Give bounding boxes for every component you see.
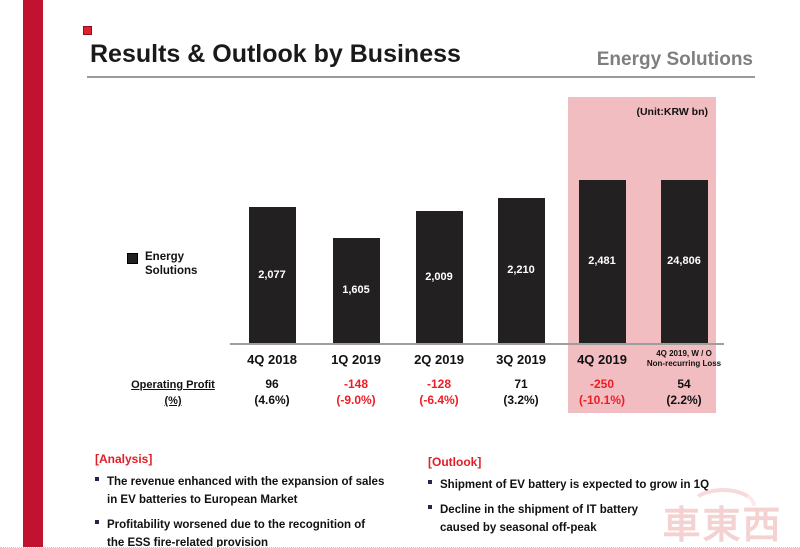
section-label: Energy Solutions (596, 49, 753, 70)
legend-label: Energy Solutions (145, 251, 198, 277)
x-axis-category-label: 4Q 2019 (577, 352, 627, 367)
chart-bar (248, 207, 296, 344)
operating-profit-value: 71 (514, 377, 528, 391)
outlook-bullet-1-text: Shipment of EV battery is expected to gr… (440, 479, 710, 491)
bar-value-label: 1,605 (342, 284, 370, 296)
operating-profit-percent: (-9.0%) (336, 393, 376, 407)
bar-value-label: 2,481 (588, 255, 616, 267)
analysis-bullet-1-text: The revenue enhanced with the expansion … (107, 476, 385, 506)
operating-profit-label-line1: Operating Profit (131, 379, 215, 391)
chart-bar (578, 180, 626, 344)
outlook-bullet-2: Decline in the shipment of IT battery ca… (428, 501, 758, 537)
operating-profit-percent: (2.2%) (666, 393, 702, 407)
analysis-bullet-2: Profitability worsened due to the recogn… (95, 516, 415, 548)
outlook-heading: [Outlook] (428, 455, 482, 469)
bar-value-label: 24,806 (667, 255, 701, 267)
operating-profit-percent: (-10.1%) (578, 393, 626, 407)
analysis-bullet-2-text: Profitability worsened due to the recogn… (107, 519, 366, 548)
operating-profit-percent: (-6.4%) (419, 393, 459, 407)
operating-profit-value: -148 (343, 377, 369, 391)
chart-bar (415, 211, 463, 344)
x-axis-category-label: 3Q 2019 (496, 352, 546, 367)
chart-bar (660, 180, 708, 344)
operating-profit-value: -128 (426, 377, 452, 391)
unit-label: (Unit:KRW bn) (636, 106, 708, 118)
x-axis-category-label: 1Q 2019 (331, 352, 381, 367)
outlook-section: [Outlook] Shipment of EV battery is expe… (428, 455, 758, 537)
bullet-square-icon (95, 477, 99, 481)
operating-profit-value: -250 (589, 377, 615, 391)
title-bullet-icon (83, 26, 92, 35)
chart-bar (332, 238, 380, 344)
outlook-bullet-1: Shipment of EV battery is expected to gr… (428, 476, 758, 494)
bullet-square-icon (428, 505, 432, 509)
analysis-section: [Analysis] The revenue enhanced with the… (95, 452, 415, 548)
operating-profit-value: 54 (677, 377, 691, 391)
bar-value-label: 2,077 (258, 268, 286, 281)
analysis-bullet-1: The revenue enhanced with the expansion … (95, 473, 415, 509)
operating-profit-label: Operating Profit (%) (113, 377, 233, 409)
page-title: Results & Outlook by Business (90, 40, 461, 68)
header-divider (87, 76, 755, 78)
analysis-heading: [Analysis] (95, 452, 153, 466)
x-axis-category-label: 4Q 2019, W / O Non-recurring Loss (646, 349, 722, 368)
operating-profit-label-line2: (%) (164, 395, 182, 407)
x-axis-category-label: 2Q 2019 (414, 352, 464, 367)
bar-value-label: 2,210 (507, 264, 535, 276)
bullet-square-icon (428, 480, 432, 484)
bar-value-label: 2,009 (425, 270, 453, 283)
operating-profit-percent: (3.2%) (503, 393, 539, 407)
bullet-square-icon (95, 520, 99, 524)
operating-profit-value: 96 (265, 377, 279, 391)
outlook-bullet-2-text: Decline in the shipment of IT battery ca… (440, 504, 639, 534)
legend-swatch-icon (127, 253, 138, 264)
x-axis-category-label: 4Q 2018 (247, 352, 297, 367)
operating-profit-percent: (4.6%) (254, 393, 290, 407)
x-axis-line (230, 343, 724, 345)
chart-bar (497, 198, 545, 344)
left-accent-bar (23, 0, 43, 547)
